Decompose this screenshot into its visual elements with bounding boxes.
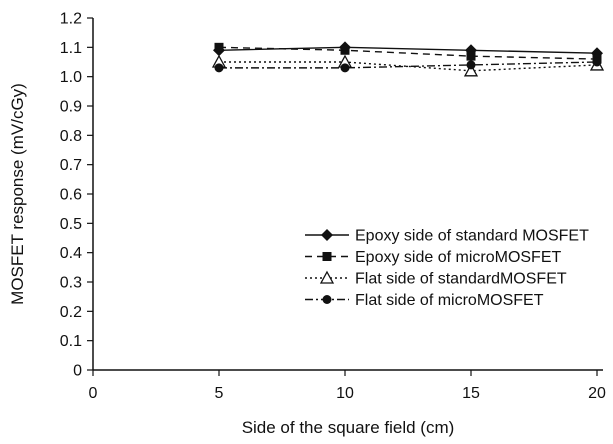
series-1 bbox=[213, 41, 603, 60]
data-point bbox=[463, 63, 479, 77]
data-point bbox=[214, 42, 224, 52]
y-tick-label: 1.0 bbox=[60, 69, 82, 86]
series-line bbox=[218, 46, 598, 54]
legend-marker bbox=[322, 252, 332, 261]
y-tick-label: 0.5 bbox=[60, 216, 82, 233]
y-tick-label: 1.2 bbox=[60, 11, 82, 28]
legend-item: Epoxy side of standard MOSFET bbox=[305, 228, 589, 245]
legend-marker bbox=[322, 295, 332, 304]
legend-item: Flat side of standardMOSFET bbox=[305, 271, 567, 288]
legend-item: Flat side of microMOSFET bbox=[305, 292, 544, 309]
series-line bbox=[218, 46, 598, 60]
y-ticks: 0 0.1 0.2 0.3 0.4 0.5 0.6 0.7 0.8 0.9 1.0 1.1 1.2 bbox=[60, 11, 93, 380]
y-tick-label: 0.6 bbox=[60, 187, 82, 204]
data-point bbox=[466, 51, 476, 61]
x-tick-label: 10 bbox=[336, 385, 354, 402]
series-4 bbox=[214, 57, 602, 73]
y-tick-label: 0.7 bbox=[60, 157, 82, 174]
legend: Epoxy side of standard MOSFET Epoxy side … bbox=[305, 228, 589, 309]
legend-label: Flat side of standardMOSFET bbox=[355, 271, 567, 288]
y-tick-label: 1.1 bbox=[60, 40, 82, 57]
x-tick-label: 20 bbox=[588, 385, 606, 402]
x-tick-label: 15 bbox=[462, 385, 480, 402]
series-layer bbox=[211, 41, 605, 77]
x-tick-label: 5 bbox=[215, 385, 224, 402]
series-line bbox=[219, 61, 598, 69]
y-tick-label: 0.9 bbox=[60, 99, 82, 116]
data-point bbox=[592, 57, 602, 67]
y-tick-label: 0.1 bbox=[60, 333, 82, 350]
legend-label: Epoxy side of microMOSFET bbox=[355, 249, 562, 266]
data-point bbox=[214, 63, 224, 73]
x-ticks: 0 5 10 15 20 bbox=[89, 370, 606, 402]
y-tick-label: 0.4 bbox=[60, 245, 82, 262]
y-tick-label: 0 bbox=[73, 363, 82, 380]
x-axis-title: Side of the square field (cm) bbox=[242, 418, 455, 437]
series-3 bbox=[211, 54, 605, 77]
legend-label: Flat side of microMOSFET bbox=[355, 292, 544, 309]
series-2 bbox=[214, 42, 602, 64]
y-axis-title: MOSFET response (mV/cGy) bbox=[8, 83, 27, 305]
data-point bbox=[340, 45, 350, 55]
y-tick-label: 0.2 bbox=[60, 304, 82, 321]
data-point bbox=[466, 60, 476, 70]
y-tick-label: 0.8 bbox=[60, 128, 82, 145]
data-point bbox=[340, 63, 350, 73]
x-tick-label: 0 bbox=[89, 385, 98, 402]
legend-label: Epoxy side of standard MOSFET bbox=[355, 228, 589, 245]
series-line bbox=[219, 61, 598, 72]
legend-item: Epoxy side of microMOSFET bbox=[305, 249, 562, 266]
legend-marker bbox=[319, 270, 335, 284]
legend-marker bbox=[321, 229, 333, 241]
y-tick-label: 0.3 bbox=[60, 275, 82, 292]
